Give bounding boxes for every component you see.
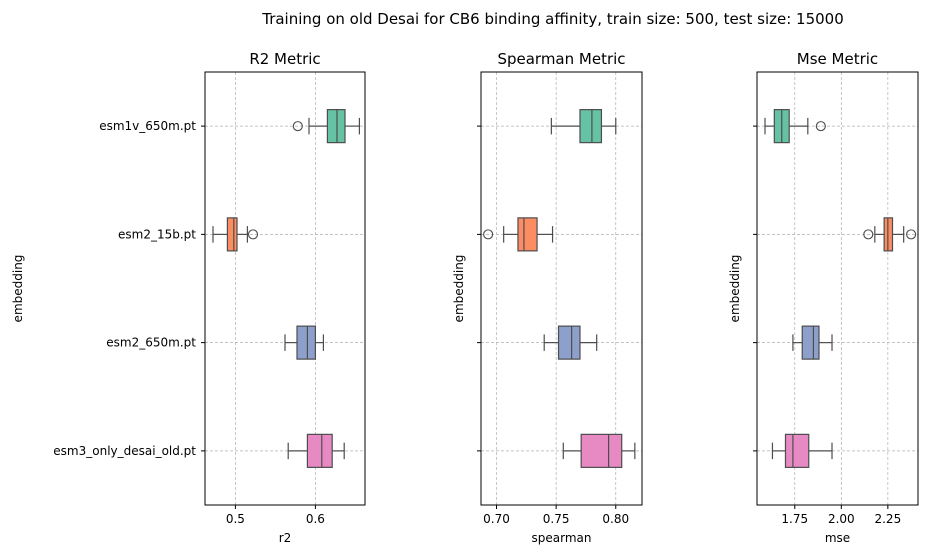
outlier-point (863, 229, 874, 240)
x-tick-label: 0.70 (483, 512, 510, 526)
box-esm2_15b.pt (483, 217, 554, 252)
box-esm2_15b.pt (212, 217, 259, 252)
panel-2: 0.70 0.75 0.80 Spearman Metric spearman embed… (452, 50, 643, 545)
box-iqr (579, 109, 603, 144)
box-esm3_only_desai_old.pt (562, 433, 636, 468)
box-iqr (580, 433, 623, 468)
outlier-point (906, 229, 917, 240)
box-iqr (306, 433, 333, 468)
figure-title: Training on old Desai for CB6 binding af… (261, 10, 844, 28)
box-esm1v_650m.pt (292, 109, 360, 144)
box-iqr (557, 325, 581, 360)
outlier-point (815, 121, 826, 132)
y-tick-label: esm2_15b.pt (118, 227, 196, 241)
panel-title: Spearman Metric (497, 50, 625, 68)
y-axis-label: embedding (11, 255, 25, 323)
box-iqr (226, 217, 238, 252)
outlier-point (292, 121, 303, 132)
x-tick-label: 0.75 (543, 512, 570, 526)
y-axis-label: embedding (728, 255, 742, 323)
x-tick-label: 0.80 (602, 512, 629, 526)
x-tick-label: 2.25 (874, 512, 901, 526)
box-esm2_15b.pt (863, 217, 917, 252)
chart-panels: 0.5 0.6 esm1v_650m.pt esm2_15b.pt esm2_650m.… (11, 50, 919, 545)
y-tick-label: esm1v_650m.pt (99, 119, 196, 133)
x-tick-label: 2.00 (828, 512, 855, 526)
x-tick-label: 1.75 (781, 512, 808, 526)
y-axis-label: embedding (452, 255, 466, 323)
box-esm3_only_desai_old.pt (287, 433, 345, 468)
panel-3: 1.75 2.00 2.25 Mse Metric mse embedding (728, 50, 919, 545)
y-tick-label: esm2_650m.pt (106, 336, 196, 350)
panel-1: 0.5 0.6 esm1v_650m.pt esm2_15b.pt esm2_650m.… (11, 50, 366, 545)
panel-title: R2 Metric (249, 50, 320, 68)
box-esm1v_650m.pt (550, 109, 617, 144)
outlier-point (247, 229, 259, 240)
x-axis-label: r2 (279, 531, 292, 545)
box-esm2_650m.pt (543, 325, 598, 360)
box-iqr (517, 217, 538, 252)
x-axis-label: spearman (532, 531, 592, 545)
x-axis-label: mse (825, 531, 850, 545)
box-iqr (801, 325, 820, 360)
box-esm2_650m.pt (284, 325, 324, 360)
box-esm1v_650m.pt (764, 109, 826, 144)
box-iqr (296, 325, 316, 360)
box-esm2_650m.pt (792, 325, 833, 360)
axes-frame (480, 71, 643, 506)
box-iqr (326, 109, 346, 144)
y-tick-label: esm3_only_desai_old.pt (53, 444, 196, 458)
x-tick-label: 0.5 (226, 512, 245, 526)
box-iqr (784, 433, 810, 468)
box-esm3_only_desai_old.pt (771, 433, 833, 468)
panel-title: Mse Metric (797, 50, 878, 68)
outlier-point (483, 229, 494, 240)
x-tick-label: 0.6 (306, 512, 325, 526)
axes-frame (204, 71, 366, 506)
axes-frame (756, 71, 919, 506)
